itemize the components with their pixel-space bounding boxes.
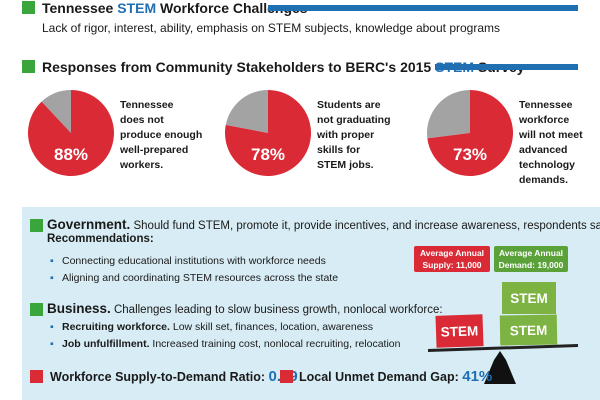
bullet-bold: Recruiting workforce. bbox=[62, 321, 170, 333]
caption-line: not graduating bbox=[317, 114, 391, 126]
caption-line: workers. bbox=[120, 159, 164, 171]
caption-line: Tennessee bbox=[519, 99, 573, 111]
business-label: Business. bbox=[47, 301, 111, 316]
caption-line: with proper bbox=[317, 129, 375, 141]
list-item: Aligning and coordinating STEM resources… bbox=[50, 270, 338, 287]
ratio-stat: Workforce Supply-to-Demand Ratio: 0.59 bbox=[50, 368, 298, 385]
supply-badge: Average Annual Supply: 11,000 bbox=[414, 246, 490, 272]
caption-line: does not bbox=[120, 114, 164, 126]
gap-label: Local Unmet Demand Gap: bbox=[299, 370, 463, 384]
caption-line: skills for bbox=[317, 144, 361, 156]
caption-line: well-prepared bbox=[120, 144, 189, 156]
list-item: Recruiting workforce. Low skill set, fin… bbox=[50, 319, 400, 336]
demand-badge: Average Annual Demand: 19,000 bbox=[494, 246, 568, 272]
demand-line1: Average Annual bbox=[498, 248, 564, 258]
stem-block-demand-bottom: STEM bbox=[499, 314, 558, 346]
pie-svg bbox=[28, 90, 115, 176]
demand-line2: Demand: 19,000 bbox=[498, 260, 564, 270]
business-marker-icon bbox=[30, 303, 43, 316]
caption-line: will not meet bbox=[519, 129, 583, 141]
section-marker-icon bbox=[22, 60, 35, 73]
government-heading: Government. Should fund STEM, promote it… bbox=[47, 217, 600, 232]
business-heading: Business. Challenges leading to slow bus… bbox=[47, 301, 443, 316]
government-text: Should fund STEM, promote it, provide in… bbox=[130, 220, 600, 232]
stem-block-supply: STEM bbox=[435, 314, 484, 348]
business-bullets: Recruiting workforce. Low skill set, fin… bbox=[50, 319, 400, 353]
caption-line: demands. bbox=[519, 174, 569, 186]
bullet-bold: Job unfulfillment. bbox=[62, 338, 150, 350]
government-bullets: Connecting educational institutions with… bbox=[50, 253, 338, 287]
list-item: Job unfulfillment. Increased training co… bbox=[50, 336, 400, 353]
caption-line: workforce bbox=[519, 114, 570, 126]
header-rule bbox=[435, 64, 578, 70]
government-label: Government. bbox=[47, 217, 131, 232]
pie-caption-2: Students are not graduating with proper ski… bbox=[317, 98, 391, 173]
pie-slice-remainder bbox=[427, 90, 470, 139]
pie-value-label: 78% bbox=[250, 145, 286, 164]
title-text: Responses from Community Stakeholders to… bbox=[42, 59, 436, 75]
caption-line: produce enough bbox=[120, 129, 203, 141]
caption-line: advanced bbox=[519, 144, 568, 156]
pie-slice-value bbox=[28, 90, 115, 176]
business-text: Challenges leading to slow business grow… bbox=[110, 304, 443, 316]
pie-svg bbox=[427, 90, 513, 176]
recommendations-label: Recommendations: bbox=[47, 233, 154, 245]
pie-svg bbox=[225, 90, 311, 176]
pie-value-label: 73% bbox=[452, 145, 488, 164]
stem-block-demand-top: STEM bbox=[502, 282, 556, 314]
pie-chart-2: 78% bbox=[224, 89, 312, 177]
pie-chart-1: 88% bbox=[27, 89, 115, 177]
list-item: Connecting educational institutions with… bbox=[50, 253, 338, 270]
gap-value: 41% bbox=[462, 368, 493, 385]
pie-caption-1: Tennessee does not produce enough well-prep… bbox=[120, 98, 202, 173]
pie-slice-remainder bbox=[41, 90, 71, 133]
gap-marker-icon bbox=[280, 370, 293, 383]
section1-title: Tennessee STEM Workforce Challenges bbox=[42, 0, 308, 16]
section1-subtitle: Lack of rigor, interest, ability, emphas… bbox=[42, 21, 500, 35]
caption-line: technology bbox=[519, 159, 576, 171]
section-marker-icon bbox=[22, 1, 35, 14]
caption-line: STEM jobs. bbox=[317, 159, 374, 171]
title-text: Tennessee bbox=[42, 0, 118, 16]
ratio-label: Workforce Supply-to-Demand Ratio: bbox=[50, 370, 269, 384]
pie-caption-3: Tennessee workforce will not meet advanced t… bbox=[519, 98, 583, 188]
pie-slice-value bbox=[225, 90, 311, 176]
gap-stat: Local Unmet Demand Gap: 41% bbox=[299, 368, 492, 385]
ratio-marker-icon bbox=[30, 370, 43, 383]
title-text: Workforce Challenges bbox=[156, 0, 308, 16]
supply-line1: Average Annual bbox=[419, 248, 485, 258]
supply-line2: Supply: 11,000 bbox=[422, 260, 482, 270]
pie-slice-remainder bbox=[225, 90, 268, 133]
bullet-text: Increased training cost, nonlocal recrui… bbox=[149, 338, 401, 350]
pie-value-label: 88% bbox=[53, 145, 89, 164]
caption-line: Tennessee bbox=[120, 99, 174, 111]
caption-line: Students are bbox=[317, 99, 381, 111]
pie-slice-value bbox=[427, 90, 513, 176]
title-highlight: STEM bbox=[117, 0, 157, 16]
pie-chart-3: 73% bbox=[426, 89, 514, 177]
header-rule bbox=[268, 5, 578, 11]
government-marker-icon bbox=[30, 219, 43, 232]
bullet-text: Low skill set, finances, location, aware… bbox=[169, 321, 374, 333]
